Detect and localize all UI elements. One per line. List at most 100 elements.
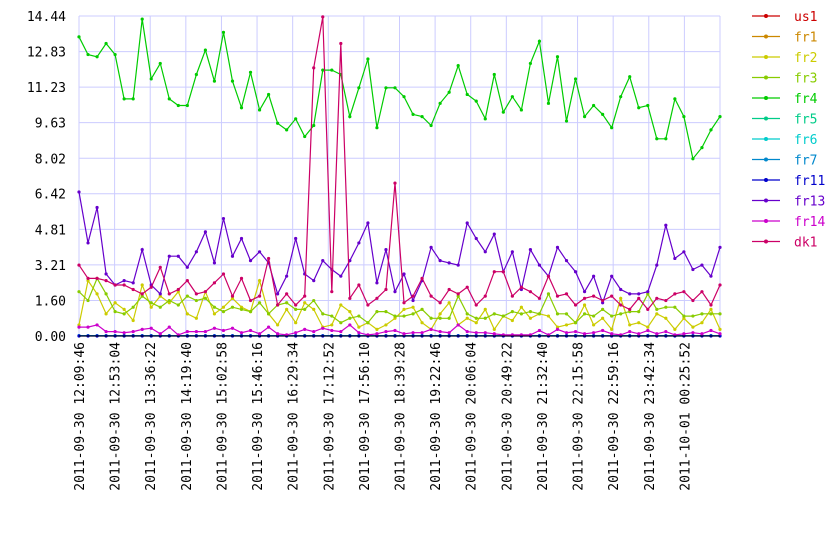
data-point-fr14	[203, 329, 207, 334]
data-point-fr4	[492, 72, 496, 77]
data-point-fr14	[709, 328, 713, 333]
data-point-fr14	[131, 329, 135, 334]
data-point-fr2	[465, 316, 469, 320]
legend-marker-fr4	[764, 96, 768, 100]
data-point-fr4	[167, 97, 171, 101]
x-tick-label: 2011-09-30 17:56:10	[358, 342, 373, 491]
x-tick-label: 2011-09-30 12:53:04	[109, 342, 124, 491]
data-point-fr13	[122, 278, 126, 283]
legend-marker-dk1	[764, 239, 768, 244]
x-tick-label: 2011-10-01 00:25:52	[678, 342, 693, 491]
data-point-fr4	[86, 52, 90, 57]
data-point-fr2	[149, 305, 153, 309]
data-point-fr2	[474, 321, 478, 325]
data-point-fr4	[447, 90, 451, 94]
data-point-fr2	[700, 321, 704, 325]
data-point-fr4	[321, 68, 325, 72]
data-point-dk1	[330, 290, 334, 294]
data-point-fr4	[456, 64, 460, 68]
data-point-fr14	[185, 329, 189, 334]
data-point-fr2	[221, 305, 226, 309]
data-point-fr3	[194, 298, 198, 303]
data-point-fr13	[285, 274, 289, 278]
data-point-dk1	[582, 296, 587, 300]
data-point-fr14	[664, 329, 668, 334]
data-point-fr13	[555, 245, 560, 249]
data-point-fr13	[483, 250, 487, 254]
data-point-dk1	[393, 181, 397, 185]
y-tick-label: 11.23	[27, 81, 66, 96]
data-point-dk1	[655, 296, 659, 300]
data-point-fr2	[185, 312, 189, 316]
data-point-fr4	[592, 103, 596, 108]
data-point-fr14	[239, 331, 244, 335]
data-point-dk1	[628, 307, 632, 312]
y-tick-label: 14.44	[27, 10, 66, 25]
data-point-fr14	[555, 327, 560, 331]
legend-label-fr5: fr5	[794, 113, 817, 128]
data-point-fr4	[212, 79, 217, 83]
data-point-fr3	[619, 312, 623, 316]
data-point-fr13	[537, 263, 542, 267]
data-point-fr14	[447, 331, 451, 335]
data-point-fr2	[303, 301, 307, 305]
data-point-fr4	[610, 126, 614, 130]
data-point-dk1	[77, 263, 81, 267]
data-point-fr3	[375, 310, 379, 314]
data-point-fr13	[276, 292, 280, 296]
data-point-fr3	[411, 312, 415, 316]
data-point-dk1	[492, 270, 496, 274]
data-point-fr2	[447, 301, 451, 305]
data-point-fr13	[357, 241, 361, 245]
y-tick-label: 4.81	[35, 223, 66, 238]
data-point-fr4	[366, 57, 370, 61]
data-point-fr4	[357, 86, 361, 90]
data-point-fr4	[149, 77, 153, 81]
data-point-dk1	[637, 296, 641, 300]
legend-label-us1: us1	[794, 10, 817, 25]
legend-marker-fr14	[764, 219, 768, 223]
data-point-fr3	[330, 314, 334, 318]
legend-marker-fr1	[764, 34, 768, 39]
data-point-fr2	[104, 312, 108, 316]
data-point-dk1	[510, 294, 514, 298]
data-point-fr4	[266, 92, 271, 97]
data-point-fr13	[194, 250, 198, 254]
data-point-fr3	[646, 292, 650, 296]
data-point-dk1	[438, 301, 442, 305]
data-point-fr2	[122, 307, 126, 312]
data-point-fr4	[519, 108, 523, 112]
data-point-fr3	[447, 316, 451, 320]
data-point-fr14	[330, 328, 334, 333]
data-point-dk1	[122, 283, 126, 287]
data-point-fr14	[564, 331, 569, 335]
data-point-fr2	[555, 325, 560, 329]
data-point-fr13	[212, 261, 217, 265]
data-point-fr4	[122, 97, 126, 101]
data-point-fr4	[303, 134, 307, 139]
data-point-fr14	[86, 325, 90, 329]
data-point-fr13	[718, 245, 722, 249]
data-point-fr13	[294, 236, 298, 241]
data-point-fr4	[709, 128, 713, 132]
data-point-dk1	[546, 274, 551, 278]
data-point-fr2	[140, 283, 144, 287]
data-point-fr3	[339, 321, 343, 325]
data-point-fr13	[366, 221, 370, 225]
data-point-fr13	[619, 287, 623, 292]
data-point-fr13	[384, 247, 388, 252]
legend-label-dk1: dk1	[794, 236, 817, 251]
data-point-fr14	[420, 331, 424, 335]
data-point-fr4	[77, 35, 81, 39]
data-point-fr13	[321, 259, 325, 263]
data-point-fr3	[230, 305, 235, 309]
data-point-fr3	[592, 314, 596, 318]
data-point-fr2	[86, 278, 90, 283]
legend-marker-fr6	[764, 137, 768, 141]
data-point-fr2	[375, 327, 379, 331]
data-point-fr3	[77, 290, 81, 294]
data-point-fr13	[438, 259, 442, 263]
data-point-fr2	[77, 323, 81, 327]
data-point-fr2	[628, 323, 632, 327]
